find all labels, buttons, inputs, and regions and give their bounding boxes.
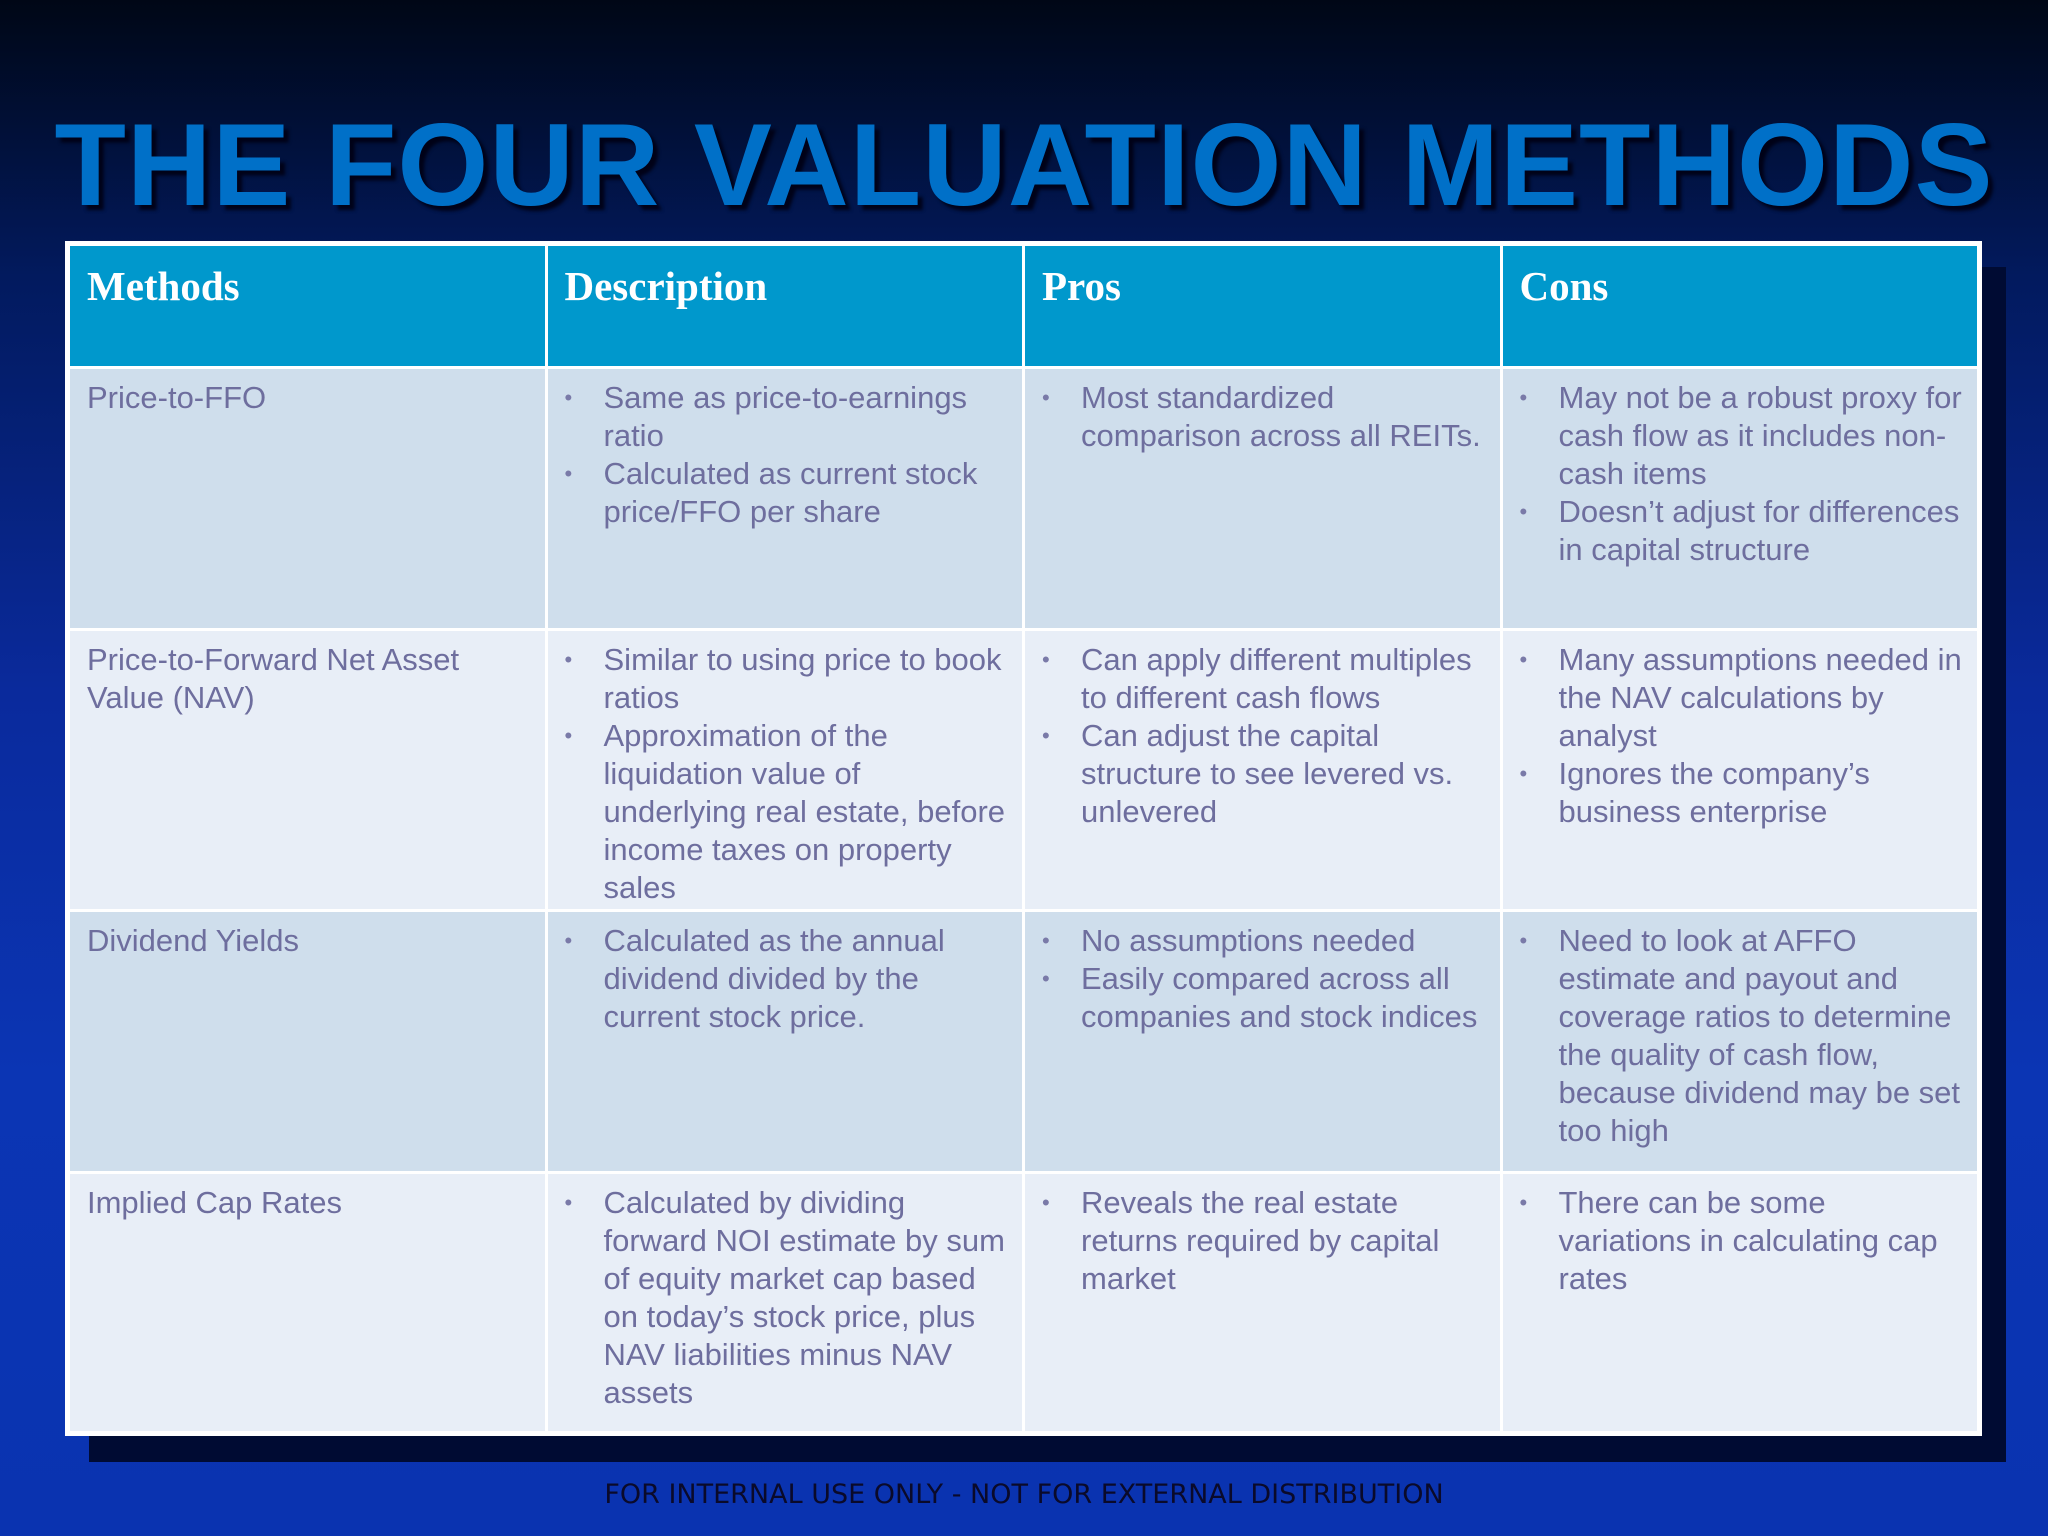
- header-cons: Cons: [1499, 243, 1980, 369]
- bullet-list: • Calculated by dividing forward NOI esti…: [548, 1174, 1023, 1412]
- table-row: Dividend Yields • Calculated as the annua…: [67, 909, 1980, 1174]
- bullet-list: • Same as price-to-earnings ratio • Calcul…: [548, 369, 1023, 531]
- bullet-icon: •: [1519, 761, 1528, 786]
- bullet-list: • Most standardized comparison across all…: [1025, 369, 1500, 455]
- description-cell: • Calculated as the annual dividend divid…: [544, 909, 1025, 1174]
- bullet-icon: •: [564, 461, 573, 486]
- bullet-text: Same as price-to-earnings ratio: [603, 380, 968, 453]
- list-item: • Similar to using price to book ratios: [565, 641, 1011, 717]
- bullet-icon: •: [564, 647, 573, 672]
- bullet-icon: •: [1519, 499, 1528, 524]
- description-cell: • Similar to using price to book ratios •…: [544, 628, 1025, 912]
- table-row: Implied Cap Rates • Calculated by dividin…: [67, 1171, 1980, 1434]
- description-cell: • Same as price-to-earnings ratio • Calcul…: [544, 366, 1025, 631]
- bullet-text: No assumptions needed: [1081, 923, 1416, 958]
- list-item: • Calculated as current stock price/FFO p…: [565, 455, 1011, 531]
- list-item: • Most standardized comparison across all…: [1042, 379, 1488, 455]
- list-item: • There can be some variations in calcula…: [1520, 1184, 1966, 1298]
- table-row: Price-to-Forward Net Asset Value (NAV) •…: [67, 628, 1980, 912]
- bullet-icon: •: [1042, 723, 1050, 748]
- cons-cell: • Many assumptions needed in the NAV calc…: [1499, 628, 1980, 912]
- header-pros: Pros: [1022, 243, 1503, 369]
- table-header-row: Methods Description Pros Cons: [67, 243, 1980, 369]
- list-item: • Ignores the company’s business enterpri…: [1520, 755, 1966, 831]
- valuation-methods-table: Methods Description Pros Cons Price-to-F…: [67, 243, 1980, 1434]
- bullet-icon: •: [1519, 928, 1528, 953]
- footer-disclaimer: FOR INTERNAL USE ONLY - NOT FOR EXTERNAL…: [604, 1479, 1444, 1510]
- cons-cell: • Need to look at AFFO estimate and payou…: [1499, 909, 1980, 1174]
- list-item: • Can apply different multiples to differ…: [1042, 641, 1488, 717]
- bullet-text: Calculated as the annual dividend divide…: [603, 923, 945, 1034]
- list-item: • May not be a robust proxy for cash flow…: [1520, 379, 1966, 493]
- bullet-icon: •: [564, 723, 573, 748]
- bullet-icon: •: [1519, 1190, 1528, 1215]
- bullet-icon: •: [1519, 385, 1528, 410]
- bullet-text: Approximation of the liquidation value o…: [603, 718, 1006, 905]
- method-cell: Implied Cap Rates: [67, 1171, 548, 1434]
- bullet-text: Calculated by dividing forward NOI estim…: [603, 1185, 1005, 1410]
- method-cell: Price-to-Forward Net Asset Value (NAV): [67, 628, 548, 912]
- list-item: • Easily compared across all companies an…: [1042, 960, 1488, 1036]
- bullet-text: Ignores the company’s business enterpris…: [1558, 756, 1870, 829]
- bullet-text: There can be some variations in calculat…: [1558, 1185, 1938, 1296]
- bullet-list: • Reveals the real estate returns require…: [1025, 1174, 1500, 1298]
- pros-cell: • Most standardized comparison across all…: [1022, 366, 1503, 631]
- slide-title: THE FOUR VALUATION METHODS: [54, 99, 1994, 230]
- bullet-text: Calculated as current stock price/FFO pe…: [603, 456, 978, 529]
- bullet-icon: •: [1042, 1190, 1050, 1215]
- bullet-list: • Need to look at AFFO estimate and payou…: [1503, 912, 1978, 1150]
- bullet-text: Need to look at AFFO estimate and payout…: [1558, 923, 1961, 1148]
- list-item: • Calculated by dividing forward NOI esti…: [565, 1184, 1011, 1412]
- list-item: • Reveals the real estate returns require…: [1042, 1184, 1488, 1298]
- list-item: • Calculated as the annual dividend divid…: [565, 922, 1011, 1036]
- bullet-icon: •: [1042, 647, 1050, 672]
- bullet-text: Many assumptions needed in the NAV calcu…: [1558, 642, 1962, 753]
- bullet-icon: •: [1042, 385, 1050, 410]
- bullet-text: May not be a robust proxy for cash flow …: [1558, 380, 1962, 491]
- cons-cell: • There can be some variations in calcula…: [1499, 1171, 1980, 1434]
- bullet-text: Easily compared across all companies and…: [1081, 961, 1478, 1034]
- list-item: • No assumptions needed: [1042, 922, 1488, 960]
- description-cell: • Calculated by dividing forward NOI esti…: [544, 1171, 1025, 1434]
- table-row: Price-to-FFO • Same as price-to-earnings …: [67, 366, 1980, 631]
- pros-cell: • Can apply different multiples to differ…: [1022, 628, 1503, 912]
- bullet-text: Doesn’t adjust for differences in capita…: [1558, 494, 1960, 567]
- bullet-icon: •: [1519, 647, 1528, 672]
- bullet-list: • Calculated as the annual dividend divid…: [548, 912, 1023, 1036]
- list-item: • Approximation of the liquidation value …: [565, 717, 1011, 907]
- bullet-icon: •: [564, 385, 573, 410]
- list-item: • Need to look at AFFO estimate and payou…: [1520, 922, 1966, 1150]
- method-cell: Price-to-FFO: [67, 366, 548, 631]
- bullet-text: Can apply different multiples to differe…: [1081, 642, 1472, 715]
- bullet-text: Most standardized comparison across all …: [1081, 380, 1481, 453]
- valuation-table-container: Methods Description Pros Cons Price-to-F…: [65, 241, 1982, 1436]
- method-cell: Dividend Yields: [67, 909, 548, 1174]
- list-item: • Doesn’t adjust for differences in capit…: [1520, 493, 1966, 569]
- bullet-text: Similar to using price to book ratios: [603, 642, 1002, 715]
- bullet-list: • May not be a robust proxy for cash flow…: [1503, 369, 1978, 569]
- bullet-icon: •: [1042, 966, 1050, 991]
- bullet-list: • No assumptions needed • Easily compared …: [1025, 912, 1500, 1036]
- bullet-list: • There can be some variations in calcula…: [1503, 1174, 1978, 1298]
- pros-cell: • Reveals the real estate returns require…: [1022, 1171, 1503, 1434]
- header-methods: Methods: [67, 243, 548, 369]
- list-item: • Many assumptions needed in the NAV calc…: [1520, 641, 1966, 755]
- list-item: • Can adjust the capital structure to see…: [1042, 717, 1488, 831]
- bullet-text: Can adjust the capital structure to see …: [1081, 718, 1454, 829]
- cons-cell: • May not be a robust proxy for cash flow…: [1499, 366, 1980, 631]
- list-item: • Same as price-to-earnings ratio: [565, 379, 1011, 455]
- pros-cell: • No assumptions needed • Easily compared …: [1022, 909, 1503, 1174]
- bullet-icon: •: [564, 928, 573, 953]
- header-description: Description: [544, 243, 1025, 369]
- bullet-icon: •: [564, 1190, 573, 1215]
- bullet-list: • Can apply different multiples to differ…: [1025, 631, 1500, 831]
- bullet-text: Reveals the real estate returns required…: [1081, 1185, 1440, 1296]
- bullet-list: • Similar to using price to book ratios •…: [548, 631, 1023, 907]
- bullet-icon: •: [1042, 928, 1050, 953]
- bullet-list: • Many assumptions needed in the NAV calc…: [1503, 631, 1978, 831]
